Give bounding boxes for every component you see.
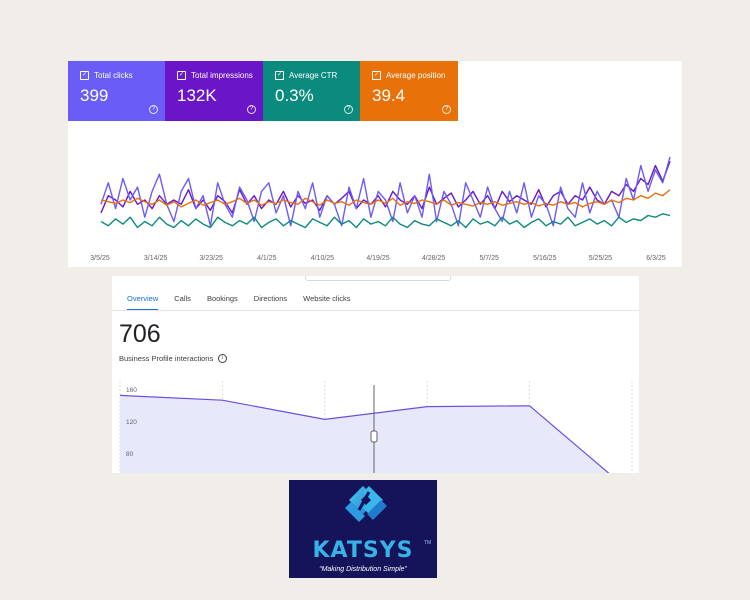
metric-total-impressions[interactable]: ✓ Total impressions 132K ? xyxy=(165,61,263,121)
performance-line-chart[interactable]: 3/5/25 3/14/25 3/23/25 4/1/25 4/10/25 4/19/25… xyxy=(68,121,682,267)
interactions-area-chart[interactable]: 4080120160 xyxy=(112,381,639,473)
tab-bar: Overview Calls Bookings Directions Websi… xyxy=(127,294,351,311)
tab-directions[interactable]: Directions xyxy=(253,294,288,303)
x-tick-label: 6/3/25 xyxy=(646,255,666,262)
x-tick-label: 5/16/25 xyxy=(533,255,556,262)
trademark-mark: TM xyxy=(424,540,432,546)
tab-website-clicks[interactable]: Website clicks xyxy=(303,294,351,303)
x-tick-label: 3/5/25 xyxy=(90,255,110,262)
tab-overview[interactable]: Overview xyxy=(127,294,159,311)
y-tick-label: 160 xyxy=(126,387,137,394)
x-tick-label: 4/28/25 xyxy=(422,255,445,262)
y-tick-label: 120 xyxy=(126,419,137,426)
series-line xyxy=(100,189,671,208)
katsys-logo: KATSYS TM “Making Distribution Simple” xyxy=(289,480,437,578)
x-tick-label: 5/7/25 xyxy=(479,255,499,262)
help-icon[interactable]: ? xyxy=(442,105,451,114)
tab-calls[interactable]: Calls xyxy=(174,294,191,303)
checkbox-icon[interactable]: ✓ xyxy=(177,71,186,80)
metric-value: 132K xyxy=(177,86,217,105)
checkbox-icon[interactable]: ✓ xyxy=(275,71,284,80)
x-tick-label: 4/10/25 xyxy=(311,255,334,262)
metric-label: Total impressions xyxy=(191,71,253,80)
interactions-subtitle: Business Profile interactions i xyxy=(119,354,228,363)
metric-label: Total clicks xyxy=(94,71,133,80)
area-fill xyxy=(120,395,609,473)
x-tick-label: 5/25/25 xyxy=(589,255,612,262)
logo-wordmark: KATSYS xyxy=(312,538,414,563)
metric-total-clicks[interactable]: ✓ Total clicks 399 ? xyxy=(68,61,165,121)
tab-bookings[interactable]: Bookings xyxy=(206,294,238,303)
subtitle-text: Business Profile interactions xyxy=(119,354,214,363)
metric-label: Average CTR xyxy=(289,71,338,80)
metric-label: Average position xyxy=(386,71,446,80)
series-line xyxy=(100,156,671,227)
help-icon[interactable]: ? xyxy=(149,105,158,114)
cursor-handle[interactable] xyxy=(370,430,378,443)
x-tick-label: 4/19/25 xyxy=(366,255,389,262)
series-line xyxy=(100,213,671,229)
help-icon[interactable]: ? xyxy=(247,105,256,114)
date-range-bar[interactable] xyxy=(305,276,451,281)
help-icon[interactable]: ? xyxy=(344,105,353,114)
metric-value: 0.3% xyxy=(275,86,314,105)
logo-tagline: “Making Distribution Simple” xyxy=(319,566,407,573)
checkbox-icon[interactable]: ✓ xyxy=(372,71,381,80)
y-tick-label: 80 xyxy=(126,451,134,458)
metric-average-position[interactable]: ✓ Average position 39.4 ? xyxy=(360,61,458,121)
code-brackets-logo-icon xyxy=(345,486,387,522)
checkbox-icon[interactable]: ✓ xyxy=(80,71,89,80)
x-tick-label: 3/14/25 xyxy=(144,255,167,262)
business-profile-card: Overview Calls Bookings Directions Websi… xyxy=(112,276,639,473)
interactions-total: 706 xyxy=(119,320,161,348)
x-tick-label: 3/23/25 xyxy=(200,255,223,262)
tab-divider xyxy=(112,310,639,311)
metric-value: 399 xyxy=(80,86,109,105)
metric-value: 39.4 xyxy=(372,86,406,105)
area-line xyxy=(119,394,610,473)
x-tick-label: 4/1/25 xyxy=(257,255,277,262)
info-icon[interactable]: i xyxy=(218,354,228,363)
metric-average-ctr[interactable]: ✓ Average CTR 0.3% ? xyxy=(263,61,360,121)
search-performance-card: ✓ Total clicks 399 ? ✓ Total impressions 1… xyxy=(68,61,682,267)
